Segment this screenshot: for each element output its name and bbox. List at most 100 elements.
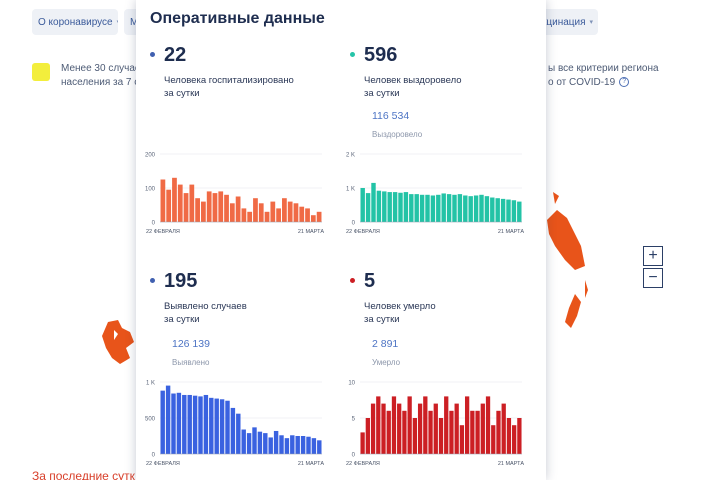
bar — [470, 410, 475, 454]
bar — [464, 396, 470, 454]
bar — [225, 400, 230, 454]
bar — [311, 438, 317, 454]
bar — [371, 182, 376, 222]
stat-value: 195 — [164, 270, 198, 292]
x-tick-label: 22 ФЕВРАЛЯ — [146, 461, 180, 467]
bar — [480, 403, 485, 454]
last-day-link[interactable]: За последние сутк — [32, 469, 135, 480]
stat-total: 2 891 — [372, 338, 399, 350]
bar — [264, 211, 270, 222]
bar — [293, 203, 299, 222]
bar — [376, 396, 381, 454]
bar — [214, 398, 219, 454]
stat-total: 116 534 — [372, 110, 410, 122]
bar — [512, 425, 517, 454]
stat-recovered: 596 Человек выздоровело за сутки 116 534… — [336, 40, 531, 240]
chart-detected: 1 K 500 0 22 ФЕВРАЛЯ 21 МАРТА — [145, 381, 324, 468]
bar — [468, 196, 473, 222]
bullet-icon — [350, 52, 355, 57]
nav-tab-vaccination[interactable]: кцинация ▾ — [536, 9, 598, 35]
zoom-in-button[interactable]: + — [643, 246, 663, 266]
bar — [506, 418, 512, 454]
bar — [360, 432, 365, 454]
bar — [454, 403, 459, 454]
stat-total-label: Выявлено — [172, 358, 210, 367]
bar — [182, 394, 187, 454]
bar — [517, 201, 522, 222]
bar — [246, 433, 252, 454]
bar — [257, 431, 263, 454]
bar — [370, 403, 376, 454]
zoom-out-button[interactable]: − — [643, 268, 663, 288]
bar — [160, 179, 166, 222]
bar — [270, 201, 276, 222]
bar — [299, 206, 305, 222]
bar — [409, 194, 414, 222]
legend-swatch-yellow — [32, 63, 50, 81]
bar — [310, 215, 316, 222]
bar — [300, 436, 306, 454]
legend-text-right: ы все критерии региона о от COVID-19? — [548, 62, 659, 90]
bar — [423, 396, 428, 454]
bar — [160, 390, 165, 454]
x-tick-label: 21 МАРТА — [298, 461, 324, 467]
bar — [224, 194, 229, 222]
stat-value: 22 — [164, 44, 187, 66]
bar — [412, 418, 418, 454]
bar — [500, 198, 506, 222]
map-fragment-west[interactable] — [100, 318, 140, 368]
bar — [402, 410, 407, 454]
bar — [391, 396, 397, 454]
bar — [247, 211, 253, 222]
panel-title: Оперативные данные — [150, 10, 325, 27]
desc-line: за сутки — [364, 88, 400, 99]
bar — [235, 196, 241, 222]
stat-total: 126 139 — [172, 338, 210, 350]
x-tick-label: 21 МАРТА — [498, 461, 524, 467]
bar — [306, 436, 311, 454]
operational-data-panel: Оперативные данные 22 Человека госпитали… — [136, 0, 546, 480]
bar — [436, 194, 441, 222]
bar — [511, 200, 517, 222]
bar — [218, 191, 224, 222]
y-tick-label: 10 — [348, 381, 355, 387]
bar — [316, 211, 322, 222]
bar — [517, 418, 522, 454]
bar — [475, 410, 480, 454]
bar — [463, 195, 468, 222]
bar — [386, 410, 391, 454]
x-tick-label: 22 ФЕВРАЛЯ — [346, 461, 380, 467]
desc-line: Человек умерло — [364, 301, 436, 312]
map-fragment-east[interactable] — [545, 190, 590, 340]
bar — [290, 435, 295, 454]
nav-tab-about-coronavirus[interactable]: О коронавирусе ▾ — [32, 9, 118, 35]
desc-line: за сутки — [164, 314, 200, 325]
bar — [376, 190, 382, 222]
bar — [365, 418, 370, 454]
bar — [387, 192, 392, 222]
chevron-down-icon: ▾ — [117, 18, 118, 26]
bar — [305, 208, 310, 222]
bullet-icon — [150, 52, 155, 57]
bar — [403, 192, 409, 222]
info-icon[interactable]: ? — [619, 77, 630, 88]
bar — [491, 425, 496, 454]
bar — [276, 208, 281, 222]
bar — [428, 410, 433, 454]
desc-line: Человек выздоровело — [364, 75, 462, 86]
bar — [252, 427, 257, 454]
bar — [438, 418, 444, 454]
bar — [473, 195, 479, 222]
bar — [417, 403, 423, 454]
bar — [171, 393, 176, 454]
bar — [229, 203, 235, 222]
bar — [485, 396, 491, 454]
chart-hospitalized: 200 100 0 22 ФЕВРАЛЯ 21 МАРТА — [145, 153, 324, 236]
bar — [268, 437, 273, 454]
x-tick-label: 21 МАРТА — [498, 229, 524, 235]
nav-tab-label: кцинация — [542, 16, 586, 28]
bar — [209, 397, 214, 454]
bar — [230, 407, 236, 454]
bar — [195, 198, 200, 222]
x-tick-label: 21 МАРТА — [298, 229, 324, 235]
